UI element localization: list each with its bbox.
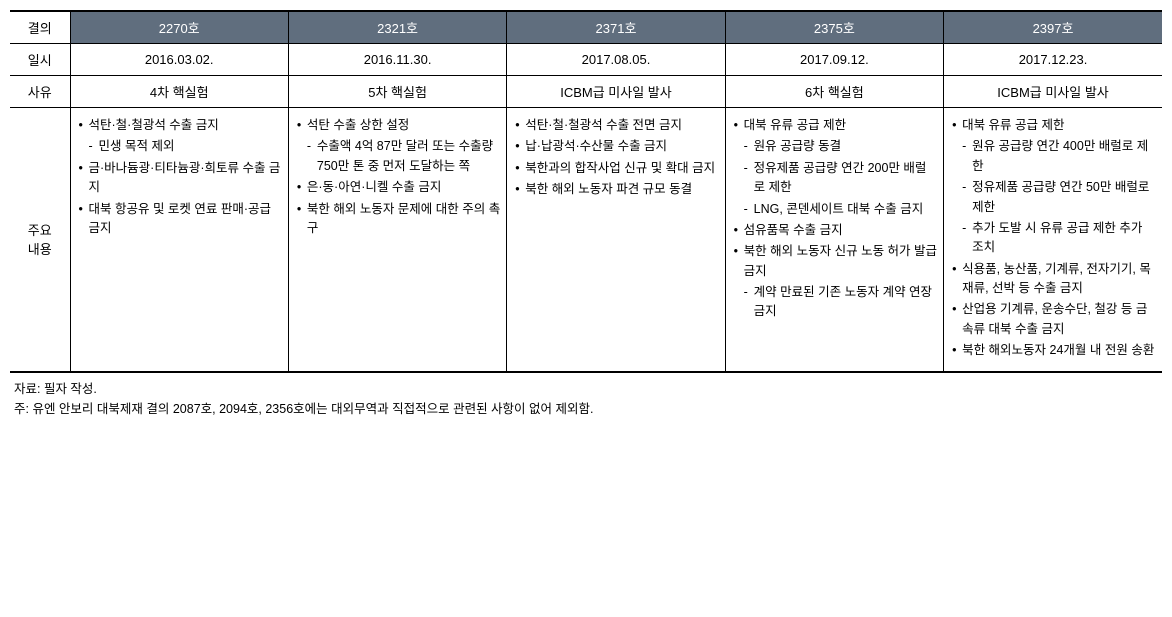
col-header-3: 2375호 [725, 11, 943, 44]
date-2: 2017.08.05. [507, 44, 725, 76]
reason-2: ICBM급 미사일 발사 [507, 76, 725, 108]
footnotes: 자료: 필자 작성. 주: 유엔 안보리 대북제재 결의 2087호, 2094… [10, 379, 1162, 419]
list-item: 석탄·철·철광석 수출 금지 [77, 116, 282, 135]
list-item: 정유제품 공급량 연간 200만 배럴로 제한 [732, 159, 937, 198]
list-item: 정유제품 공급량 연간 50만 배럴로 제한 [950, 178, 1156, 217]
col-header-0: 2270호 [70, 11, 288, 44]
list-item: LNG, 콘덴세이트 대북 수출 금지 [732, 200, 937, 219]
reason-3: 6차 핵실험 [725, 76, 943, 108]
list-item: 원유 공급량 연간 400만 배럴로 제한 [950, 137, 1156, 176]
list-item: 북한 해외 노동자 신규 노동 허가 발급 금지 [732, 242, 937, 281]
list-item: 북한 해외 노동자 파견 규모 동결 [513, 180, 718, 199]
list-item: 민생 목적 제외 [77, 137, 282, 156]
content-1: 석탄 수출 상한 설정수출액 4억 87만 달러 또는 수출량 750만 톤 중… [288, 108, 506, 372]
label-date: 일시 [10, 44, 70, 76]
list-item: 섬유품목 수출 금지 [732, 221, 937, 240]
footnote-source: 자료: 필자 작성. [14, 379, 1162, 399]
list-item: 산업용 기계류, 운송수단, 철강 등 금속류 대북 수출 금지 [950, 300, 1156, 339]
list-item: 식용품, 농산품, 기계류, 전자기기, 목재류, 선박 등 수출 금지 [950, 260, 1156, 299]
date-1: 2016.11.30. [288, 44, 506, 76]
content-row: 주요 내용 석탄·철·철광석 수출 금지민생 목적 제외금·바나듐광·티타늄광·… [10, 108, 1162, 372]
list-item: 은·동·아연·니켈 수출 금지 [295, 178, 500, 197]
list-item: 금·바나듐광·티타늄광·희토류 수출 금지 [77, 159, 282, 198]
reason-row: 사유 4차 핵실험 5차 핵실험 ICBM급 미사일 발사 6차 핵실험 ICB… [10, 76, 1162, 108]
content-3: 대북 유류 공급 제한원유 공급량 동결정유제품 공급량 연간 200만 배럴로… [725, 108, 943, 372]
date-4: 2017.12.23. [944, 44, 1162, 76]
list-item: 납·납광석·수산물 수출 금지 [513, 137, 718, 156]
list-item: 대북 유류 공급 제한 [732, 116, 937, 135]
reason-0: 4차 핵실험 [70, 76, 288, 108]
list-item: 계약 만료된 기존 노동자 계약 연장 금지 [732, 283, 937, 322]
list-item: 북한 해외노동자 24개월 내 전원 송환 [950, 341, 1156, 360]
date-3: 2017.09.12. [725, 44, 943, 76]
sanctions-table: 결의 2270호 2321호 2371호 2375호 2397호 일시 2016… [10, 10, 1162, 373]
list-item: 원유 공급량 동결 [732, 137, 937, 156]
list-item: 수출액 4억 87만 달러 또는 수출량 750만 톤 중 먼저 도달하는 쪽 [295, 137, 500, 176]
footnote-note: 주: 유엔 안보리 대북제재 결의 2087호, 2094호, 2356호에는 … [14, 399, 1162, 419]
reason-1: 5차 핵실험 [288, 76, 506, 108]
label-content: 주요 내용 [10, 108, 70, 372]
content-4: 대북 유류 공급 제한원유 공급량 연간 400만 배럴로 제한정유제품 공급량… [944, 108, 1162, 372]
date-0: 2016.03.02. [70, 44, 288, 76]
list-item: 북한 해외 노동자 문제에 대한 주의 촉구 [295, 200, 500, 239]
col-header-2: 2371호 [507, 11, 725, 44]
header-row: 결의 2270호 2321호 2371호 2375호 2397호 [10, 11, 1162, 44]
list-item: 석탄 수출 상한 설정 [295, 116, 500, 135]
col-header-1: 2321호 [288, 11, 506, 44]
date-row: 일시 2016.03.02. 2016.11.30. 2017.08.05. 2… [10, 44, 1162, 76]
label-resolution: 결의 [10, 11, 70, 44]
list-item: 대북 항공유 및 로켓 연료 판매·공급 금지 [77, 200, 282, 239]
content-0: 석탄·철·철광석 수출 금지민생 목적 제외금·바나듐광·티타늄광·희토류 수출… [70, 108, 288, 372]
list-item: 추가 도발 시 유류 공급 제한 추가 조치 [950, 219, 1156, 258]
label-reason: 사유 [10, 76, 70, 108]
col-header-4: 2397호 [944, 11, 1162, 44]
content-2: 석탄·철·철광석 수출 전면 금지납·납광석·수산물 수출 금지북한과의 합작사… [507, 108, 725, 372]
list-item: 북한과의 합작사업 신규 및 확대 금지 [513, 159, 718, 178]
list-item: 석탄·철·철광석 수출 전면 금지 [513, 116, 718, 135]
reason-4: ICBM급 미사일 발사 [944, 76, 1162, 108]
list-item: 대북 유류 공급 제한 [950, 116, 1156, 135]
